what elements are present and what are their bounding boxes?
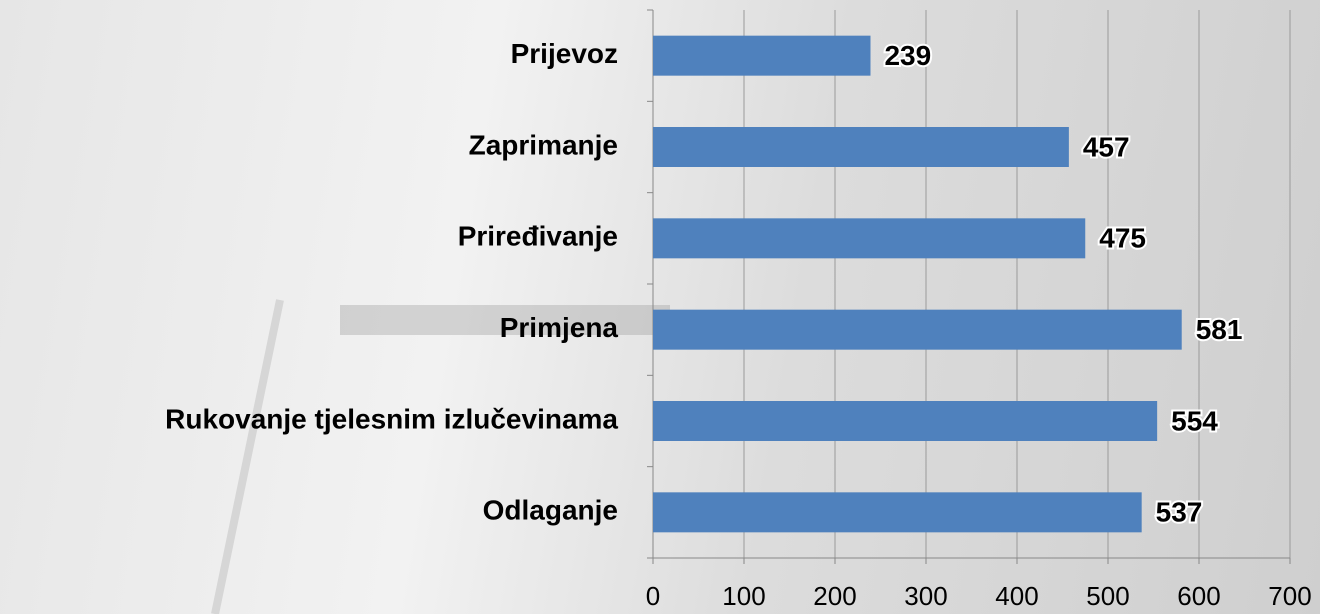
category-label: Rukovanje tjelesnim izlučevinama <box>165 403 618 434</box>
data-label: 239 <box>884 40 931 71</box>
category-label: Zaprimanje <box>469 129 618 160</box>
data-label: 581 <box>1196 314 1243 345</box>
category-label: Prijevoz <box>511 38 618 69</box>
x-tick-label: 0 <box>646 581 660 611</box>
x-tick-label: 600 <box>1177 581 1220 611</box>
x-tick-label: 300 <box>904 581 947 611</box>
chart: 0 100 200 300 400 500 600 700 Prijevoz 239 Zaprima… <box>0 0 1320 614</box>
background-shapes <box>215 300 670 614</box>
category-label: Odlaganje <box>483 495 618 526</box>
x-tick-label: 500 <box>1086 581 1129 611</box>
data-label: 457 <box>1083 131 1130 162</box>
category-label: Priređivanje <box>458 221 618 252</box>
x-tick-label: 200 <box>813 581 856 611</box>
bar <box>653 127 1069 167</box>
data-label: 475 <box>1099 223 1146 254</box>
bar <box>653 492 1142 532</box>
x-tick-label: 400 <box>995 581 1038 611</box>
bar <box>653 36 870 76</box>
bg-shape <box>215 300 280 614</box>
bar <box>653 310 1182 350</box>
bar <box>653 401 1157 441</box>
data-label: 554 <box>1171 405 1218 436</box>
data-label: 537 <box>1156 497 1203 528</box>
x-tick-label: 100 <box>722 581 765 611</box>
category-label: Primjena <box>500 312 619 343</box>
bar <box>653 218 1085 258</box>
x-tick-label: 700 <box>1268 581 1311 611</box>
page: {"chart_data": {"type": "bar", "orientat… <box>0 0 1320 614</box>
